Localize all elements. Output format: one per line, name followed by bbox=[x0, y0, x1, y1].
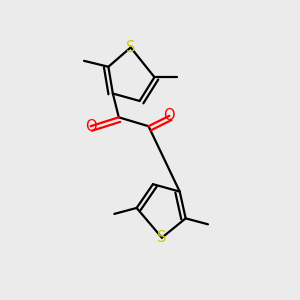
Text: S: S bbox=[157, 230, 167, 245]
Text: O: O bbox=[85, 119, 96, 134]
Text: S: S bbox=[126, 40, 135, 55]
Text: O: O bbox=[164, 108, 175, 123]
